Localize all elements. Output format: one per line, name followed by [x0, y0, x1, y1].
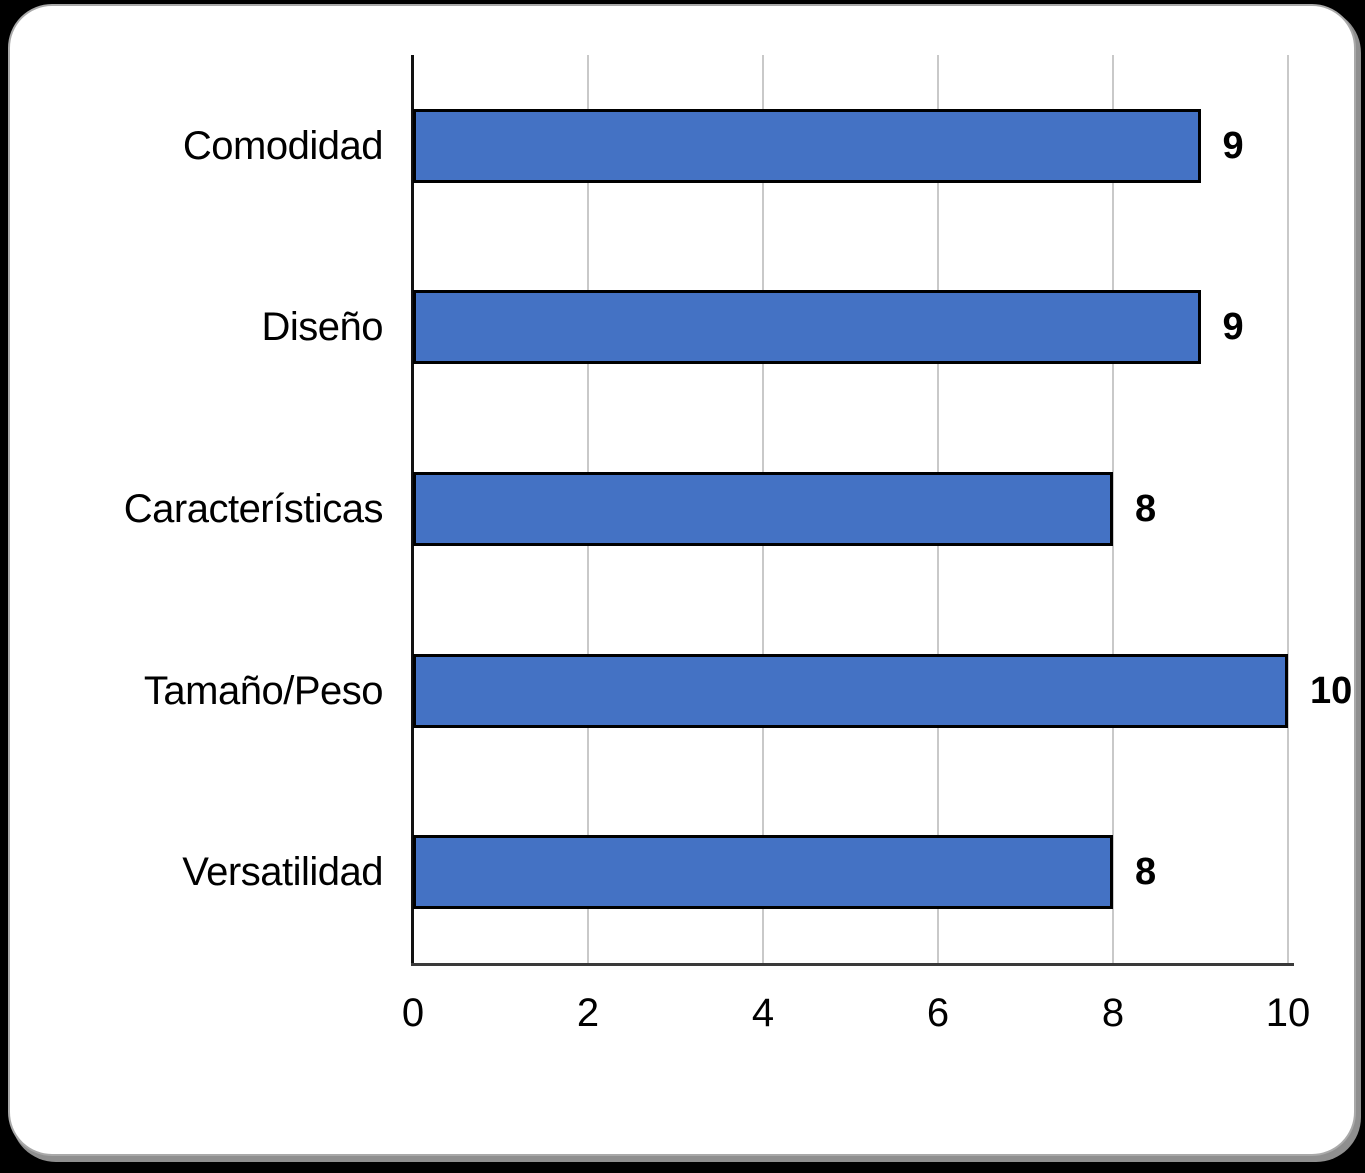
bar	[413, 108, 1201, 183]
bar-value-label: 9	[1222, 124, 1244, 167]
x-tick-label: 10	[1265, 991, 1311, 1035]
category-label: Tamaño/Peso	[143, 668, 384, 713]
x-axis-line	[411, 963, 1294, 966]
bar-value-label: 9	[1222, 306, 1244, 349]
x-tick-label: 2	[576, 991, 600, 1035]
x-tick-label: 4	[751, 991, 775, 1035]
bar	[413, 835, 1113, 910]
category-label: Versatilidad	[182, 850, 383, 895]
bar	[413, 290, 1201, 365]
bar	[413, 653, 1288, 728]
category-label: Comodidad	[182, 123, 384, 168]
bar-value-label: 10	[1310, 669, 1353, 712]
y-axis-line	[411, 55, 414, 963]
x-tick-label: 8	[1101, 991, 1125, 1035]
gridline	[1287, 55, 1289, 963]
bar-value-label: 8	[1135, 851, 1157, 894]
x-tick-label: 0	[401, 991, 425, 1035]
x-tick-label: 6	[926, 991, 950, 1035]
bar-value-label: 8	[1135, 488, 1157, 530]
gridline	[1112, 55, 1114, 963]
bar	[413, 472, 1113, 546]
category-label: Diseño	[261, 305, 383, 350]
category-label: Características	[123, 487, 384, 531]
